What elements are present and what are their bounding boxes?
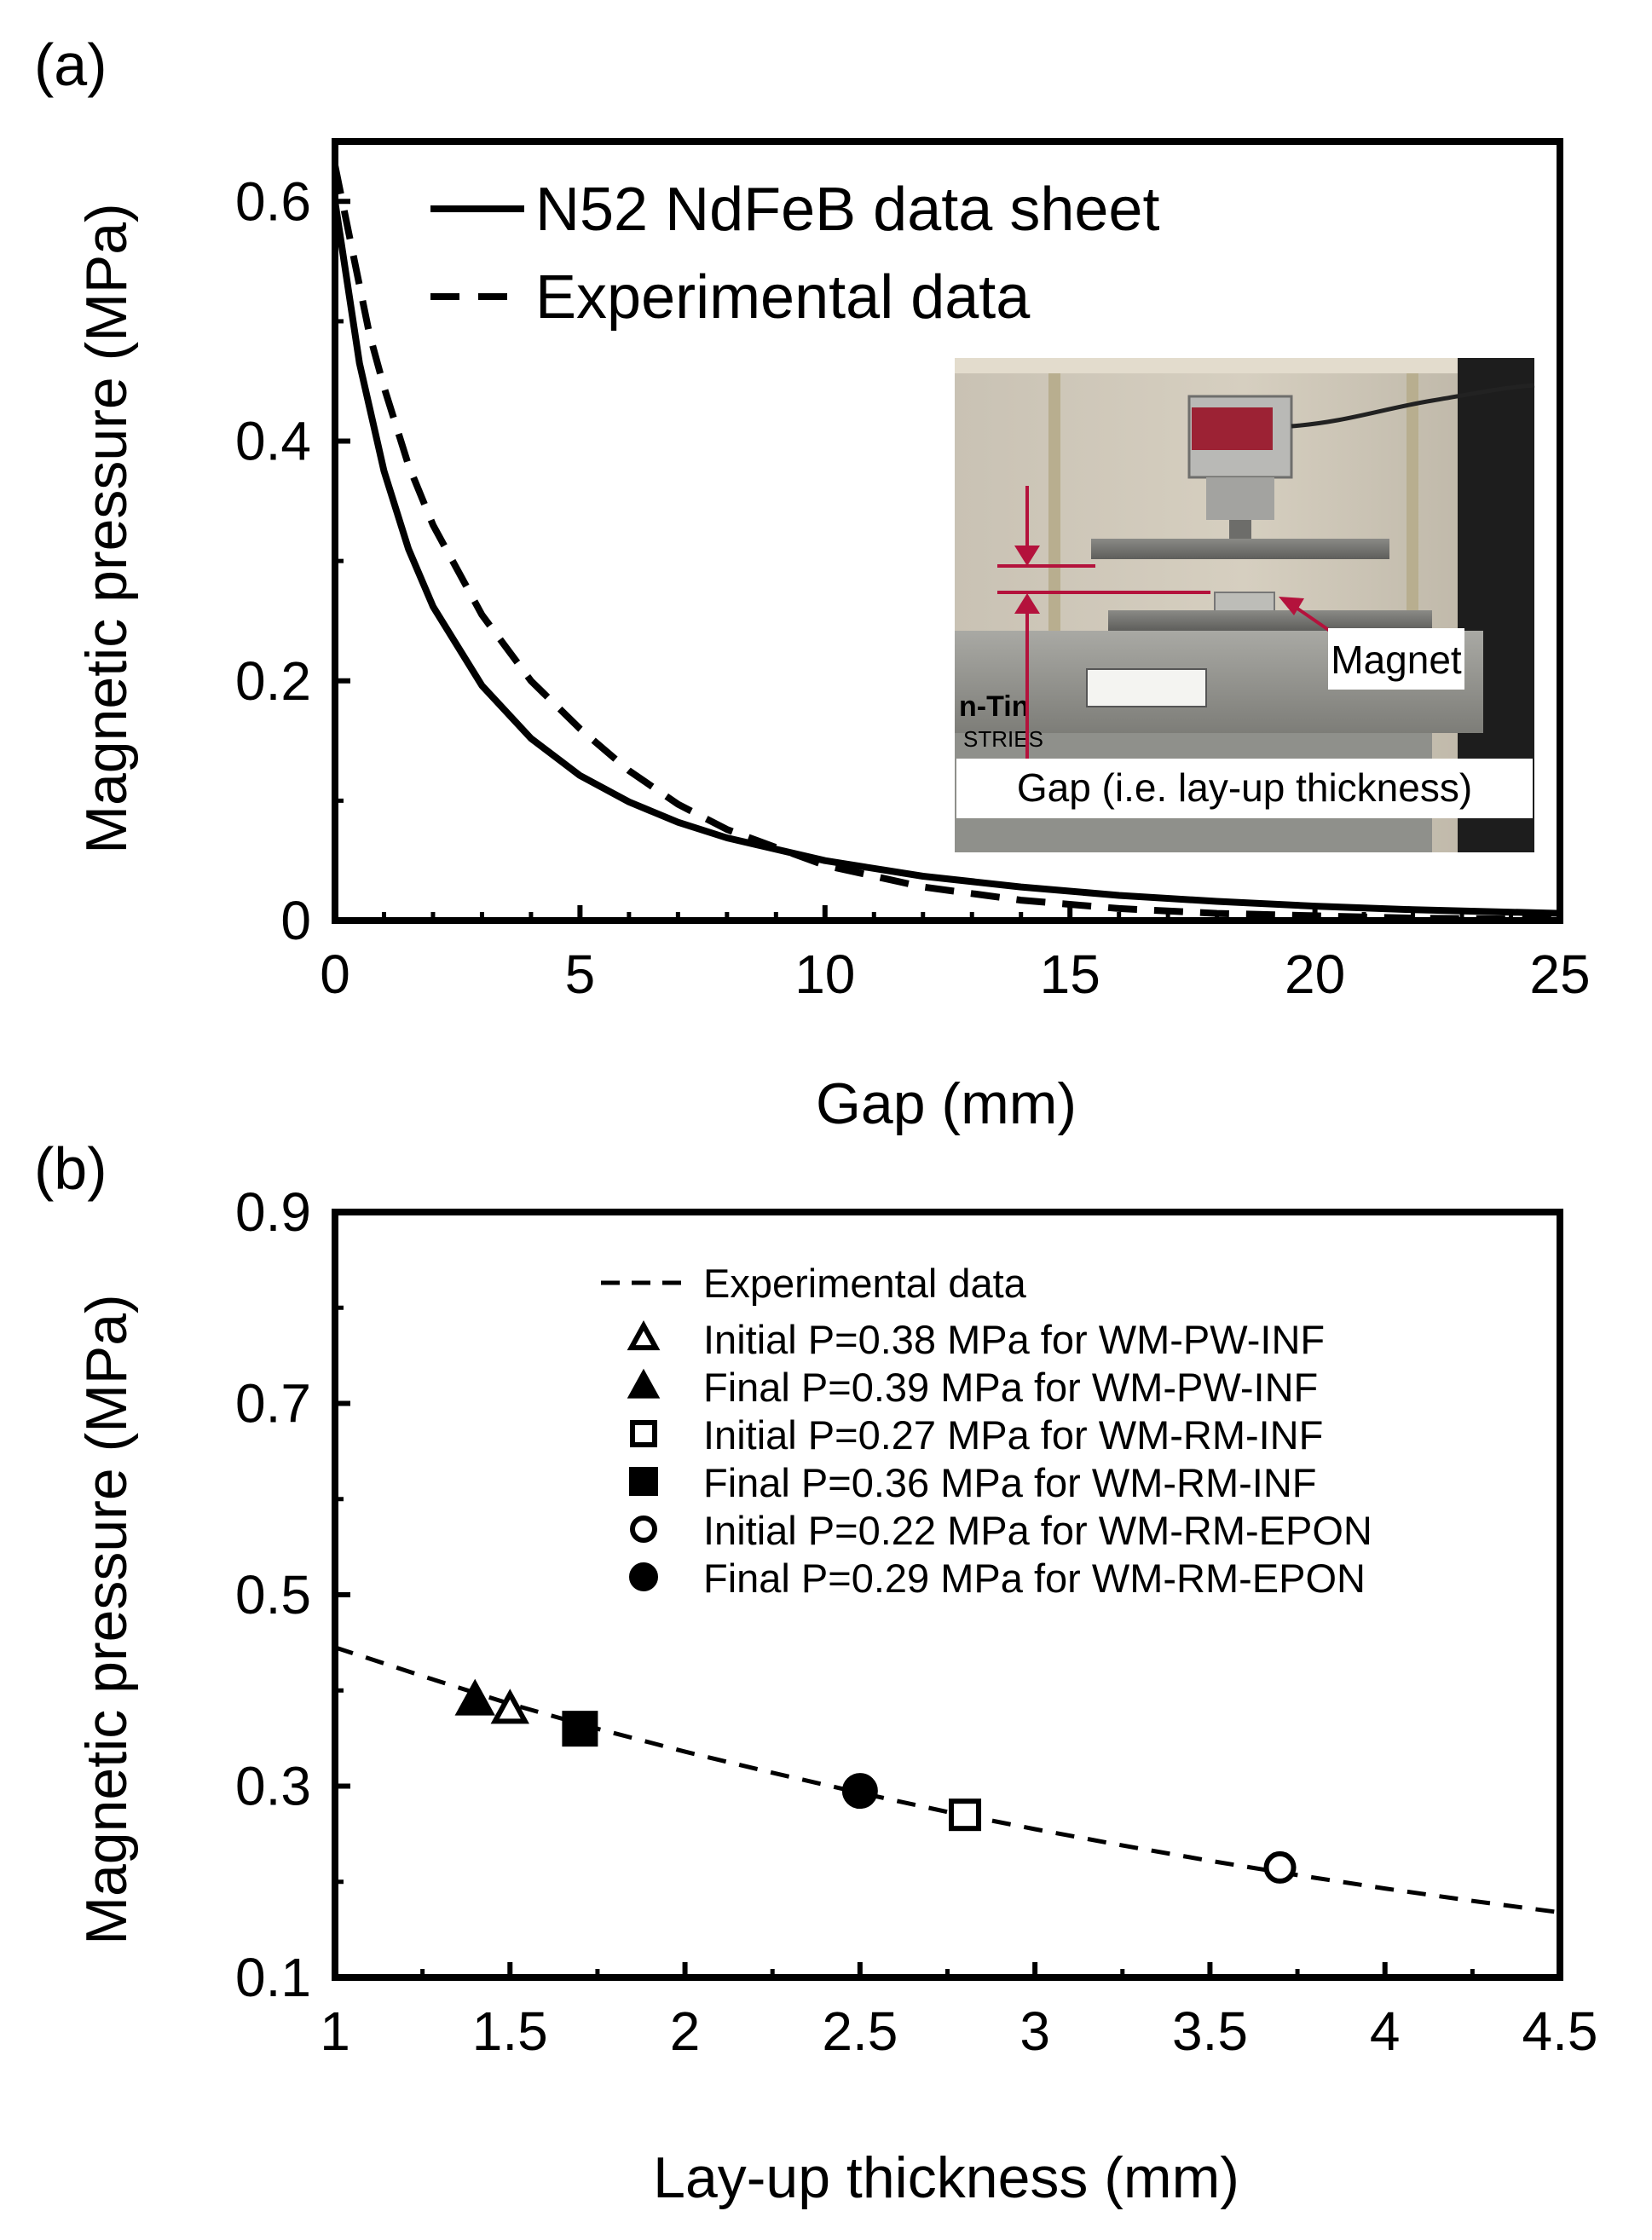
legend-b-marker-triangle-filled: [627, 1368, 661, 1399]
x-tick-label: 1.5: [472, 2000, 548, 2062]
y-tick-label: 0.3: [235, 1756, 311, 1817]
load-cell-lower: [1206, 477, 1274, 520]
shelf-top: [955, 358, 1466, 373]
shelf-rail-left: [1048, 358, 1060, 699]
panel-b-label: (b): [34, 1135, 107, 1202]
x-tick-label: 10: [794, 944, 855, 1005]
y-tick-label: 0.1: [235, 1947, 311, 2008]
experimental-data-line: [335, 165, 1560, 921]
x-tick-label: 2.5: [822, 2000, 898, 2062]
data-point-circle-open: [1263, 1850, 1297, 1884]
y-tick-label: 0.9: [235, 1181, 311, 1243]
x-tick-label: 0: [320, 944, 350, 1005]
x-tick-label: 1: [320, 2000, 350, 2062]
legend-b-entry-label: Initial P=0.22 MPa for WM-RM-EPON: [703, 1508, 1372, 1553]
x-tick-label: 3.5: [1172, 2000, 1248, 2062]
panel-a-ylabel: Magnetic pressure (MPa): [74, 203, 139, 853]
x-tick-label: 20: [1285, 944, 1345, 1005]
panel-b-ylabel: Magnetic pressure (MPa): [74, 1294, 139, 1944]
experimental-curve: [334, 1645, 1561, 1915]
y-tick-label: 0: [280, 890, 311, 951]
legend-b-marker-circle-open: [630, 1515, 657, 1543]
x-tick-label: 4.5: [1522, 2000, 1598, 2062]
panel-a-legend: N52 NdFeB data sheet Experimental data: [430, 176, 1159, 332]
legend-b-entry-label: Final P=0.36 MPa for WM-RM-INF: [703, 1460, 1316, 1505]
x-tick-label: 15: [1040, 944, 1100, 1005]
beam-sticker: [1086, 668, 1207, 707]
y-tick-label: 0.2: [235, 650, 311, 712]
y-tick-label: 0.7: [235, 1373, 311, 1435]
x-tick-label: 5: [565, 944, 596, 1005]
inset-photo: n-Tin STRIES Magnet Gap (i.e. lay-up thi…: [955, 358, 1535, 852]
upper-plate: [1091, 539, 1389, 559]
legend-b-experimental-label: Experimental data: [703, 1261, 1027, 1306]
legend-b-marker-triangle-open: [627, 1319, 661, 1351]
legend-b-marker-square-filled: [629, 1467, 658, 1496]
magnet: [1214, 592, 1275, 612]
gap-arrowhead-down: [1014, 546, 1040, 566]
legend-experimental-label: Experimental data: [535, 263, 1031, 332]
panel-a-plot: 0 5 10 15 20 25 0 0.2 0.4 0.6: [235, 138, 1591, 1005]
brand-text-2: STRIES: [963, 726, 1043, 752]
legend-b-marker-circle-filled: [629, 1562, 658, 1591]
legend-b-entry-label: Final P=0.29 MPa for WM-RM-EPON: [703, 1556, 1366, 1601]
data-point-square-open: [949, 1798, 982, 1832]
y-tick-label: 0.6: [235, 170, 311, 232]
x-tick-label: 4: [1370, 2000, 1401, 2062]
magnet-label: Magnet: [1331, 638, 1462, 682]
x-tick-label: 25: [1529, 944, 1590, 1005]
load-cell-label: [1192, 407, 1273, 450]
gap-arrowhead-up: [1014, 593, 1040, 614]
gap-label: Gap (i.e. lay-up thickness): [1017, 765, 1472, 810]
panel-a-label: (a): [34, 32, 107, 98]
legend-b-marker-square-open: [630, 1420, 657, 1447]
lower-plate: [1108, 610, 1432, 631]
plot-frame: [332, 138, 1563, 924]
legend-datasheet-label: N52 NdFeB data sheet: [535, 176, 1159, 244]
x-tick-label: 2: [670, 2000, 701, 2062]
legend-b-entry-label: Final P=0.39 MPa for WM-PW-INF: [703, 1365, 1318, 1410]
data-point-triangle-filled: [454, 1678, 495, 1716]
magnet-arrowhead: [1279, 597, 1304, 615]
magnet-label-box: [1328, 628, 1464, 690]
panel-b-plot: 1 1.5 2 2.5 3 3.5 4 4.5 0.1 0.3 0.5 0.7 0.9: [235, 1181, 1597, 2062]
panel-b-xlabel: Lay-up thickness (mm): [653, 2145, 1239, 2210]
legend-b-entry-label: Initial P=0.38 MPa for WM-PW-INF: [703, 1317, 1325, 1362]
data-point-triangle-open: [490, 1689, 529, 1724]
cable: [1291, 383, 1535, 429]
panel-b-legend: Experimental data Initial P=0.38 MPa for…: [601, 1261, 1372, 1601]
brand-text: n-Tin: [959, 690, 1029, 723]
datasheet-line: [335, 200, 1560, 917]
data-point-circle-filled: [841, 1773, 878, 1810]
y-tick-label: 0.4: [235, 411, 311, 472]
gap-label-box: [956, 759, 1533, 818]
data-point-square-filled: [562, 1711, 598, 1747]
y-tick-label: 0.5: [235, 1564, 311, 1625]
legend-b-entry-label: Initial P=0.27 MPa for WM-RM-INF: [703, 1412, 1323, 1458]
x-tick-label: 3: [1020, 2000, 1050, 2062]
panel-a-xlabel: Gap (mm): [816, 1071, 1077, 1136]
